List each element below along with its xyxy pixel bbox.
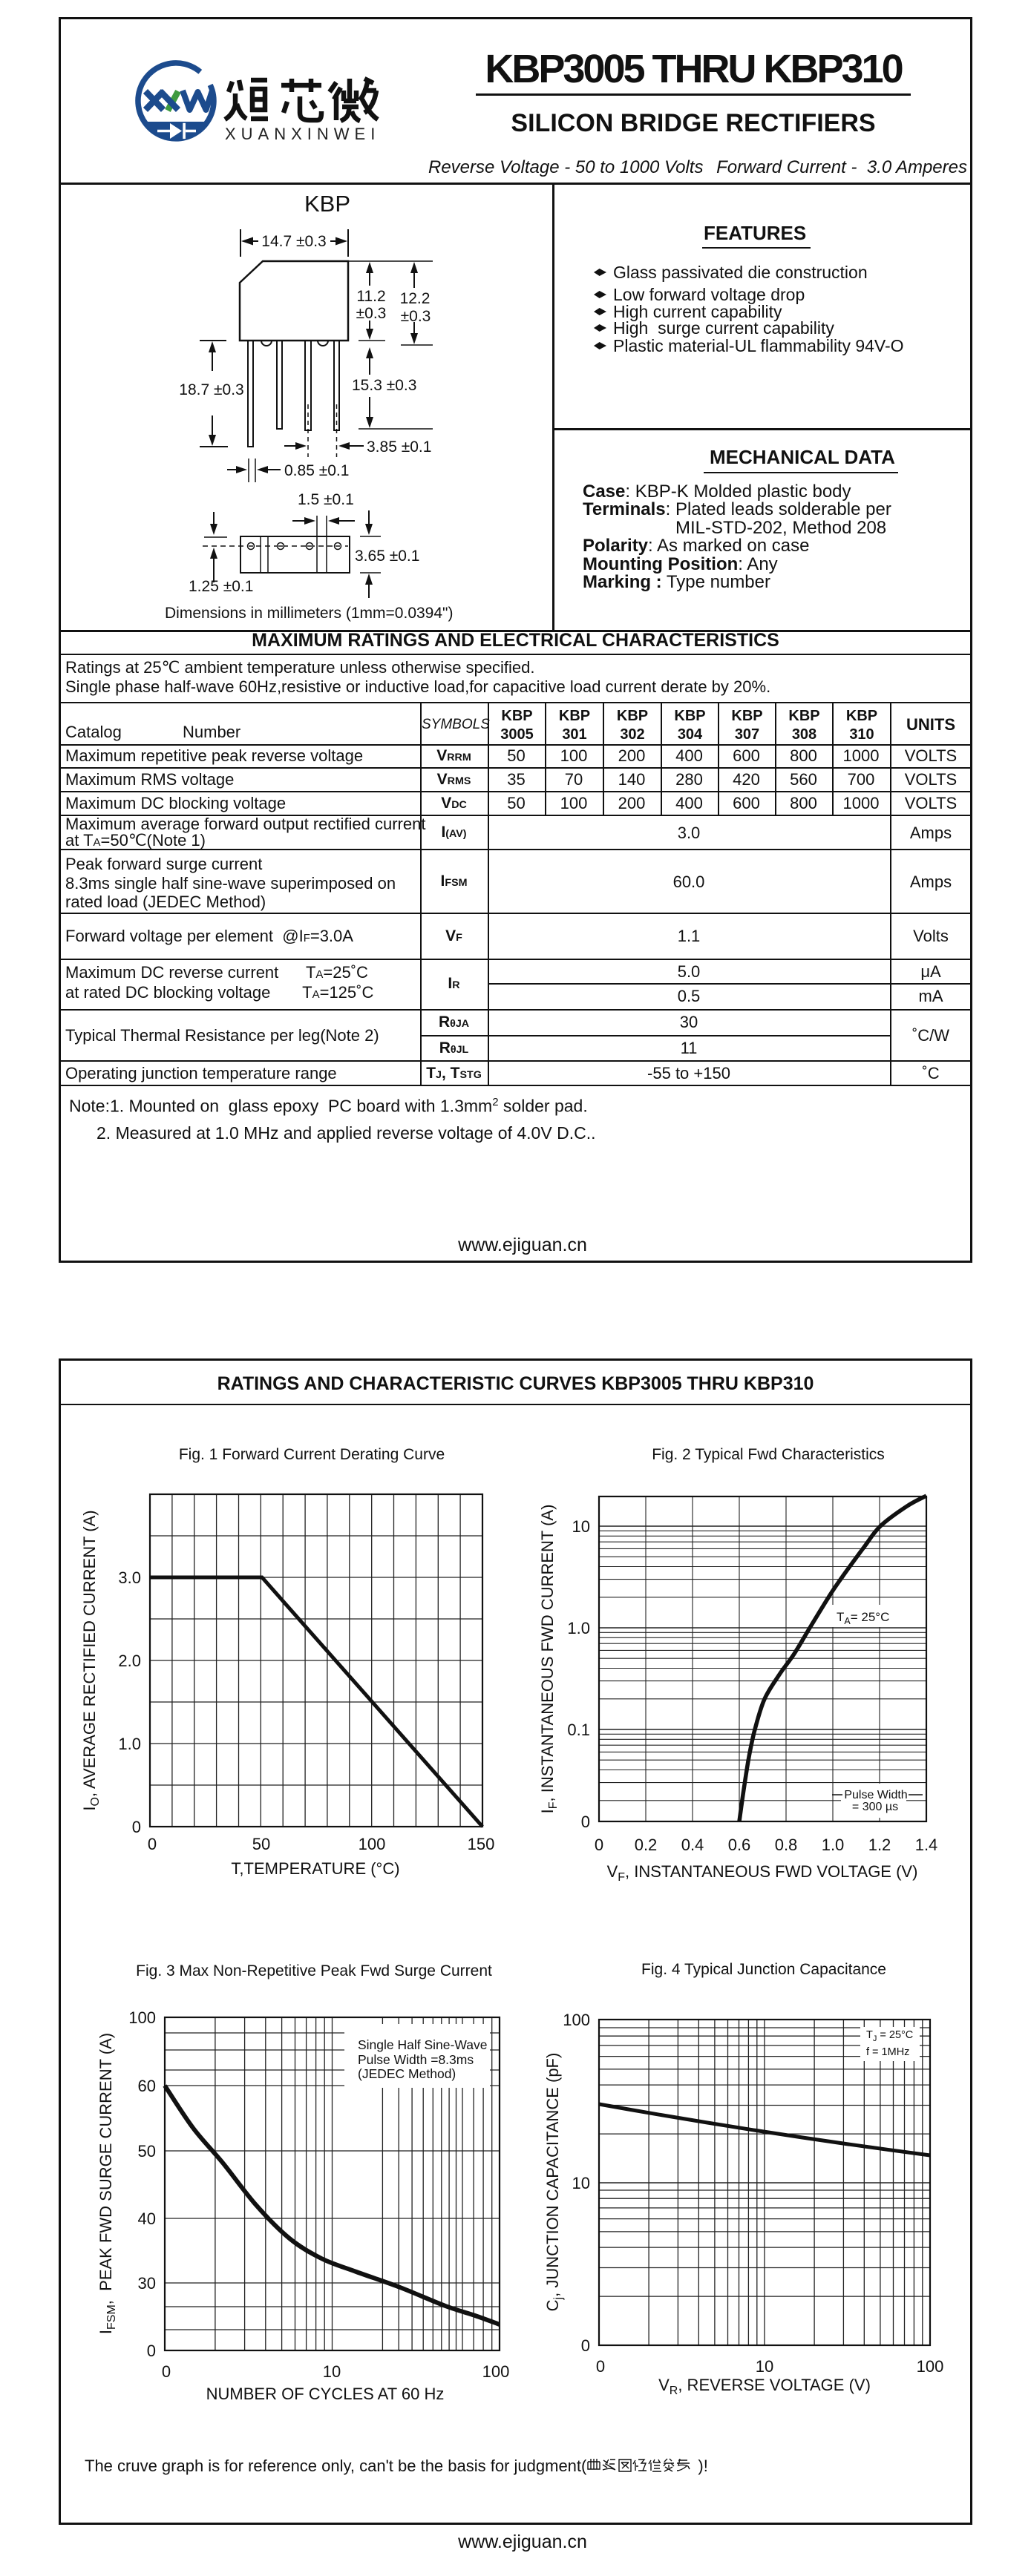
svg-text:2.0: 2.0 [118, 1652, 141, 1670]
svg-text:0.85 ±0.1: 0.85 ±0.1 [284, 462, 349, 479]
svg-text:60: 60 [138, 2077, 156, 2095]
svg-text:14.7 ±0.3: 14.7 ±0.3 [261, 233, 326, 250]
svg-text:1.0: 1.0 [822, 1836, 845, 1854]
svg-text:30: 30 [138, 2274, 156, 2293]
svg-text:3.0: 3.0 [118, 1568, 141, 1587]
svg-text:12.2: 12.2 [400, 290, 431, 307]
svg-text:1.0: 1.0 [118, 1735, 141, 1753]
svg-text:0: 0 [162, 2362, 171, 2381]
svg-text:50: 50 [138, 2142, 156, 2161]
svg-text:0: 0 [595, 1836, 603, 1854]
svg-text:IFSM, PEAK FWD SURGE CURRENT: IFSM, PEAK FWD SURGE CURRENT (A) [96, 2033, 118, 2334]
svg-text:Single Half Sine-Wave: Single Half Sine-Wave [358, 2037, 487, 2052]
svg-text:NUMBER OF CYCLES AT 60 Hz: NUMBER OF CYCLES AT 60 Hz [206, 2385, 445, 2403]
svg-text:Pulse Width: Pulse Width [844, 1789, 907, 1801]
svg-text:VF, INSTANTANEOUS FWD VOLTAGE: VF, INSTANTANEOUS FWD VOLTAGE (V) [607, 1862, 918, 1884]
svg-text:3.85 ±0.1: 3.85 ±0.1 [367, 438, 431, 456]
svg-text:100: 100 [482, 2362, 510, 2381]
svg-text:10: 10 [756, 2357, 773, 2376]
svg-text:TJ = 25°C: TJ = 25°C [866, 2029, 913, 2043]
svg-text:0.8: 0.8 [775, 1836, 798, 1854]
svg-text:0.2: 0.2 [635, 1836, 658, 1854]
svg-text:150: 150 [468, 1835, 495, 1853]
svg-text:±0.3: ±0.3 [401, 308, 431, 325]
svg-text:0: 0 [148, 1835, 157, 1853]
svg-text:= 300 µs: = 300 µs [852, 1801, 898, 1813]
svg-text:18.7 ±0.3: 18.7 ±0.3 [179, 381, 243, 398]
svg-text:3.65 ±0.1: 3.65 ±0.1 [355, 548, 419, 565]
svg-text:1.0: 1.0 [567, 1619, 590, 1637]
svg-text:0: 0 [581, 1813, 590, 1831]
svg-text:100: 100 [128, 2008, 156, 2027]
svg-text:100: 100 [917, 2357, 944, 2376]
svg-text:1.5 ±0.1: 1.5 ±0.1 [298, 491, 354, 508]
svg-text:0.6: 0.6 [728, 1836, 751, 1854]
svg-text:f = 1MHz: f = 1MHz [866, 2046, 909, 2058]
svg-text:10: 10 [572, 1517, 590, 1536]
svg-text:0: 0 [132, 1818, 141, 1836]
svg-text:0.1: 0.1 [567, 1721, 590, 1739]
svg-text:100: 100 [563, 2011, 590, 2029]
svg-text:40: 40 [138, 2209, 156, 2228]
svg-text:T,TEMPERATURE (°C): T,TEMPERATURE (°C) [231, 1859, 399, 1878]
svg-text:0: 0 [596, 2357, 605, 2376]
svg-text:±0.3: ±0.3 [356, 305, 387, 322]
svg-text:1.4: 1.4 [915, 1836, 938, 1854]
svg-text:0: 0 [581, 2336, 590, 2355]
svg-text:(JEDEC Method): (JEDEC Method) [358, 2066, 456, 2081]
svg-text:1.25 ±0.1: 1.25 ±0.1 [189, 578, 253, 595]
svg-text:VR, REVERSE VOLTAGE (V): VR, REVERSE VOLTAGE (V) [658, 2376, 871, 2397]
svg-text:11.2: 11.2 [356, 288, 385, 305]
svg-text:Fig. 4 Typical Junction Capac: Fig. 4 Typical Junction Capacitance [641, 1962, 886, 1978]
svg-text:Fig. 1 Forward Current Deratin: Fig. 1 Forward Current Derating Curve [179, 1446, 445, 1463]
svg-text:0: 0 [147, 2342, 156, 2360]
svg-text:TA= 25°C: TA= 25°C [837, 1610, 889, 1626]
svg-text:Fig. 2 Typical Fwd Characteri: Fig. 2 Typical Fwd Characteristics [652, 1446, 885, 1463]
svg-text:Cj, JUNCTION CAPACITANCE (pF): Cj, JUNCTION CAPACITANCE (pF) [543, 2053, 565, 2312]
svg-text:IO, AVERAGE RECTIFIED CURRENT: IO, AVERAGE RECTIFIED CURRENT (A) [80, 1510, 102, 1810]
svg-text:100: 100 [359, 1835, 386, 1853]
svg-text:10: 10 [323, 2362, 341, 2381]
svg-text:1.2: 1.2 [868, 1836, 891, 1854]
svg-text:Pulse Width =8.3ms: Pulse Width =8.3ms [358, 2052, 474, 2067]
svg-text:Fig. 3 Max Non-Repetitive Pea: Fig. 3 Max Non-Repetitive Peak Fwd Surge… [136, 1962, 492, 1979]
svg-text:0.4: 0.4 [681, 1836, 704, 1854]
svg-text:10: 10 [572, 2174, 590, 2192]
svg-text:IF, INSTANTANEOUS FWD CURRENT: IF, INSTANTANEOUS FWD CURRENT (A) [538, 1505, 560, 1814]
svg-text:15.3 ±0.3: 15.3 ±0.3 [352, 377, 416, 394]
svg-text:50: 50 [252, 1835, 270, 1853]
